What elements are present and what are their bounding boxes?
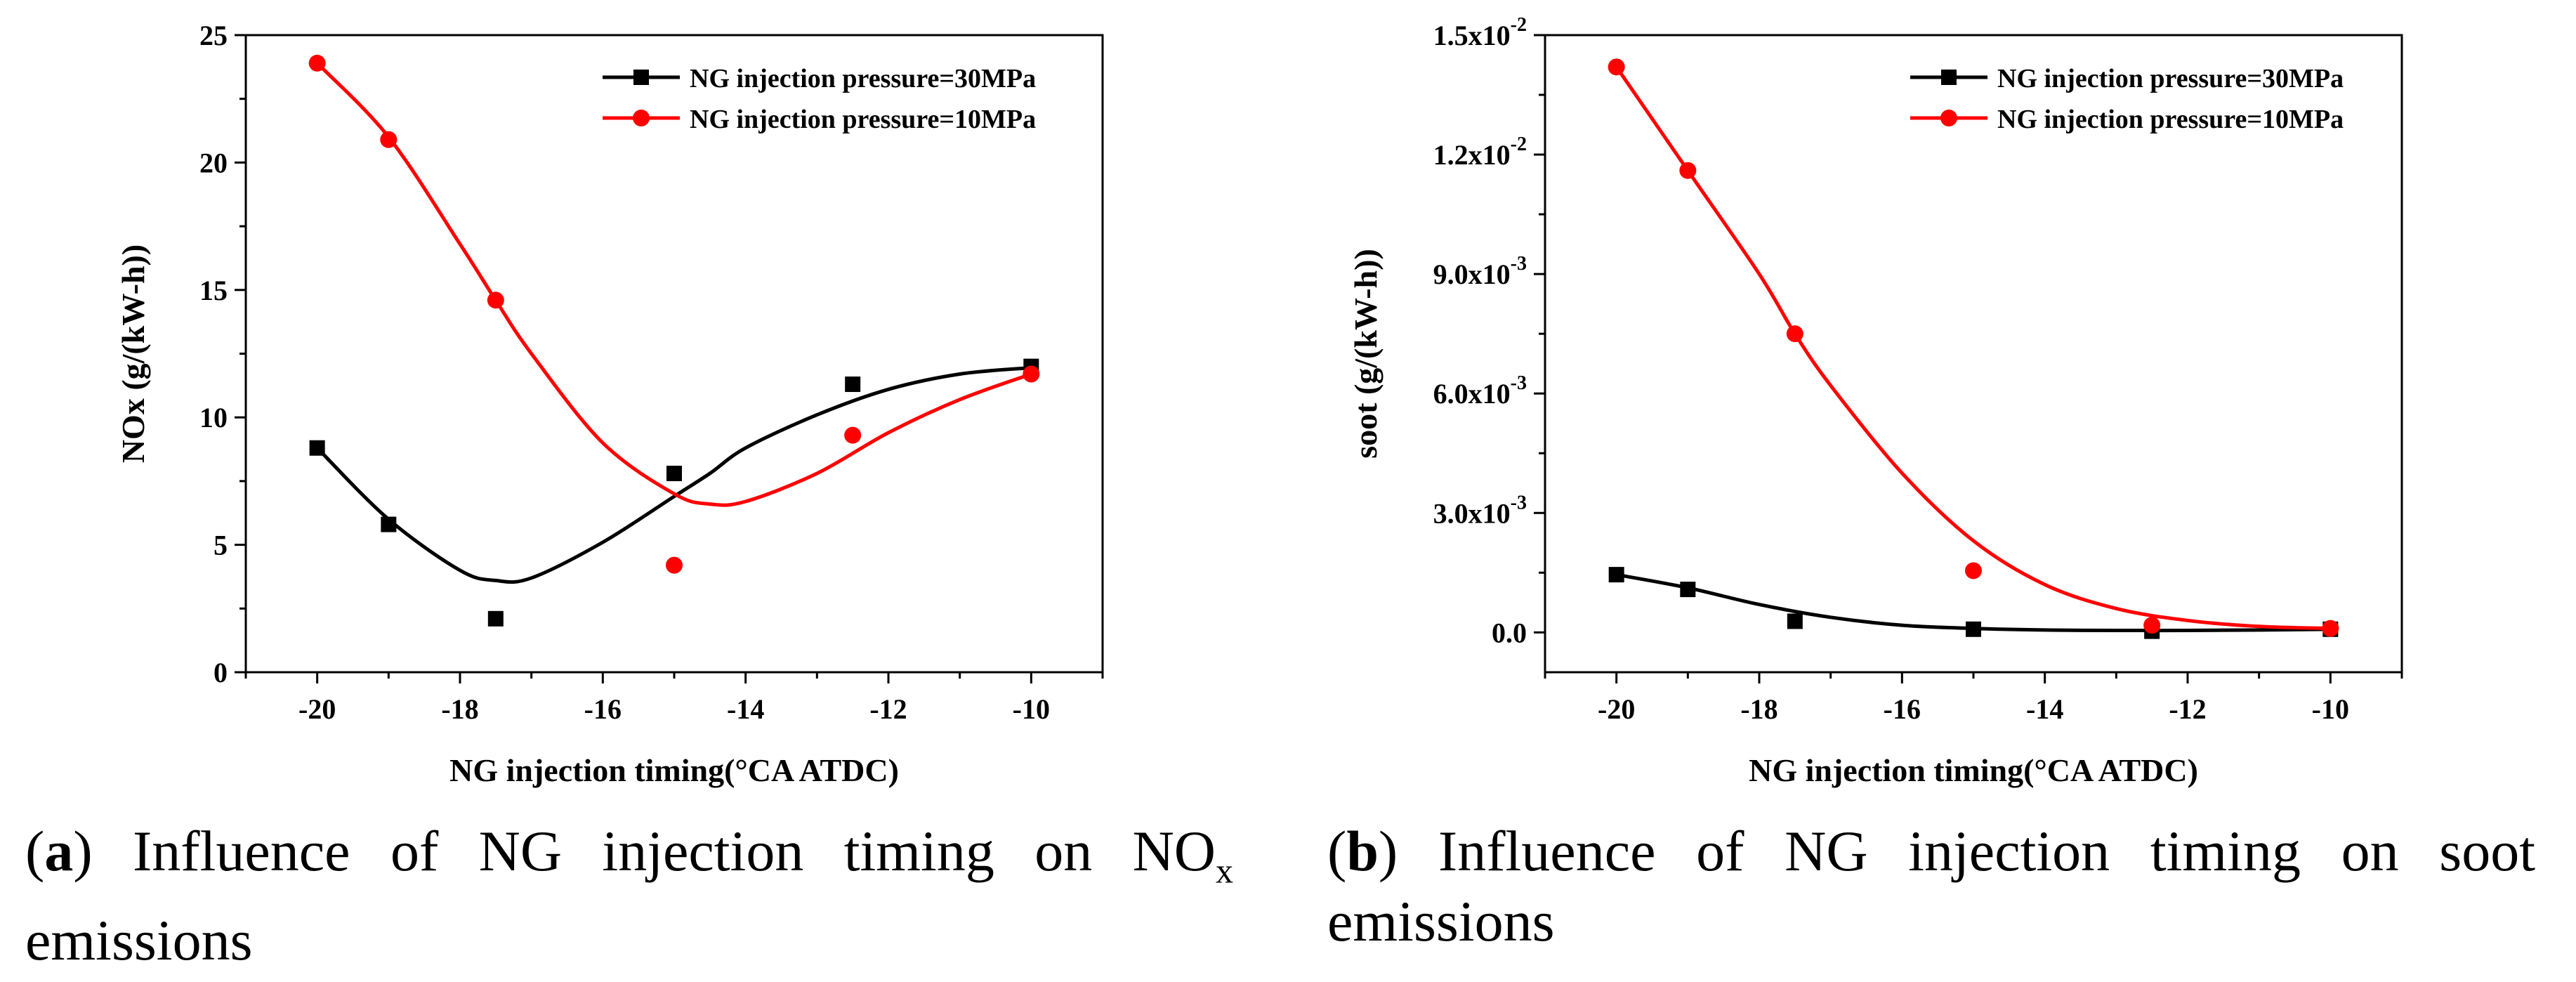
legend-label: NG injection pressure=10MPa (1997, 105, 2344, 134)
chart-a: -20 -18 -16 -14 -12 -10 0 5 10 15 20 25 NG injection… (115, 20, 1104, 788)
legend: NG injection pressure=30MPa NG injection … (1910, 64, 2344, 134)
y-tick-base: 0.0 (1492, 617, 1527, 648)
y-tick-label: 3.0x10-3 (1433, 492, 1527, 529)
x-tick-label: -12 (2169, 693, 2206, 725)
y-tick-label: 20 (199, 147, 228, 178)
legend-marker (1940, 110, 1957, 126)
x-tick-label: -14 (727, 693, 764, 725)
data-point (2143, 617, 2161, 634)
series-1 (309, 358, 1039, 627)
series-line (315, 366, 1032, 584)
data-point (487, 610, 504, 627)
data-point (1608, 58, 1625, 76)
data-point (1786, 325, 1803, 343)
x-axis-label: NG injection timing(°CA ATDC) (1749, 752, 2198, 788)
y-tick-label: 10 (199, 402, 228, 433)
y-tick-base: 1.5x10 (1433, 20, 1511, 51)
data-point (381, 516, 397, 532)
series-line (315, 62, 1032, 507)
caption-b-line2: emissions (1327, 889, 1555, 953)
legend-marker (1941, 70, 1957, 85)
y-tick-exponent: -3 (1511, 372, 1527, 394)
data-point (309, 440, 325, 456)
y-tick-exponent: -3 (1511, 492, 1527, 513)
data-point (1966, 621, 1981, 637)
y-tick-label: 1.5x10-2 (1433, 14, 1527, 51)
x-axis-label: NG injection timing(°CA ATDC) (449, 752, 899, 788)
y-tick-exponent: -3 (1511, 253, 1527, 275)
data-point (1787, 613, 1803, 629)
x-tick-label: -12 (869, 693, 907, 725)
y-axis-label: soot (g/(kW-h)) (1348, 249, 1384, 459)
caption-a-line1: (a) Influence of NG injection timing on … (25, 819, 1234, 891)
y-tick-base: 9.0x10 (1433, 258, 1511, 290)
x-tick-label: -20 (1598, 693, 1635, 725)
y-tick-label: 0 (213, 657, 228, 688)
legend-label: NG injection pressure=30MPa (690, 64, 1036, 93)
data-point (1608, 567, 1624, 583)
y-tick-label: 0.0 (1492, 617, 1527, 648)
data-point (1679, 162, 1697, 179)
data-point (1965, 562, 1982, 580)
data-point (1023, 365, 1040, 383)
x-tick-label: -10 (1013, 693, 1050, 725)
y-tick-label: 1.2x10-2 (1433, 133, 1527, 171)
y-tick-base: 6.0x10 (1433, 378, 1511, 410)
legend-label: NG injection pressure=10MPa (690, 105, 1036, 134)
x-tick-label: -18 (1740, 693, 1777, 725)
y-tick-base: 1.2x10 (1433, 139, 1511, 171)
y-tick-base: 3.0x10 (1433, 497, 1511, 529)
x-tick-label: -16 (584, 693, 622, 725)
chart-b: -20 -18 -16 -14 -12 -100.03.0x10-36.0x10-39.0… (1348, 14, 2403, 788)
caption-b-line1: (b) Influence of NG injection timing on … (1327, 819, 2535, 883)
y-tick-exponent: -2 (1511, 14, 1527, 36)
legend-marker (633, 70, 649, 85)
x-tick-label: -14 (2026, 693, 2063, 725)
data-point (1680, 582, 1696, 598)
legend-marker (633, 110, 650, 126)
data-point (308, 54, 326, 72)
series-2 (1608, 58, 2339, 637)
legend: NG injection pressure=30MPa NG injection … (603, 64, 1036, 134)
data-point (380, 131, 397, 148)
caption-b: (b) Influence of NG injection timing on … (1327, 816, 2535, 957)
y-tick-label: 9.0x10-3 (1433, 253, 1527, 290)
x-tick-label: -20 (298, 693, 336, 725)
y-tick-label: 6.0x10-3 (1433, 372, 1527, 410)
y-axis-label: NOx (g/(kW-h)) (115, 244, 151, 463)
legend-label: NG injection pressure=30MPa (1997, 64, 2344, 93)
data-point (666, 556, 683, 574)
x-tick-label: -10 (2312, 693, 2349, 725)
data-point (2322, 620, 2339, 637)
y-tick-exponent: -2 (1511, 133, 1527, 155)
caption-a: (a) Influence of NG injection timing on … (25, 816, 1233, 976)
data-point (487, 292, 504, 309)
y-tick-label: 15 (199, 275, 228, 306)
caption-a-line2: emissions (25, 908, 253, 973)
x-tick-label: -18 (441, 693, 478, 725)
y-tick-label: 5 (213, 530, 228, 561)
series-2 (308, 54, 1040, 574)
data-point (666, 466, 682, 482)
y-tick-label: 25 (199, 20, 228, 51)
data-point (845, 377, 861, 393)
data-point (844, 426, 862, 444)
x-tick-label: -16 (1884, 693, 1921, 725)
series-line (1615, 65, 2331, 631)
